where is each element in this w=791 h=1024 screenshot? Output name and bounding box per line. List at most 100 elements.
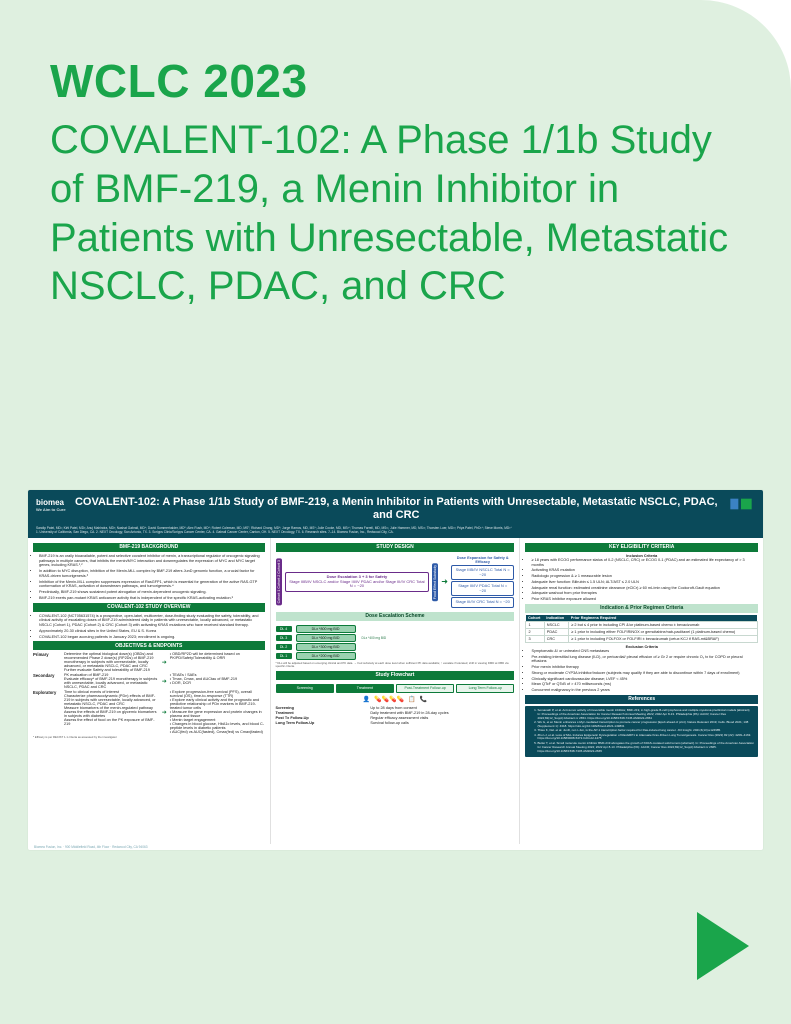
dose-level-row: DL 1 DLx *200 mg BID bbox=[276, 652, 515, 660]
tbl-cell: 3 bbox=[526, 635, 544, 642]
poster-col-right: KEY ELIGIBILITY CRITERIA Inclusion Crite… bbox=[520, 538, 763, 844]
bg-bullet: BMF-219 exerts pan-mutant KRAS anticance… bbox=[39, 596, 265, 601]
obj-text: AUC(fed) vs AUC(fasted), Cmax(fed) vs Cm… bbox=[172, 730, 263, 734]
elig-bullet: Pre-existing interstitial lung disease (… bbox=[531, 655, 758, 664]
elig-bullet: Activating KRAS mutation bbox=[531, 568, 758, 573]
elig-bullet: Radiologic progression & ≥ 1 measurable … bbox=[531, 574, 758, 579]
dl-pill: DLx *200 mg BID bbox=[296, 652, 356, 660]
fc-label: Screening bbox=[276, 706, 367, 710]
sec-study-design: STUDY DESIGN bbox=[276, 543, 515, 552]
obj-label: Exploratory bbox=[33, 690, 61, 695]
elig-bullet: Symptomatic &/ or untreated CNS metastas… bbox=[531, 649, 758, 654]
obj-primary: Primary Determine the optimal biological… bbox=[33, 652, 265, 672]
dose-scheme: DL 4 DLx *800 mg BID DL 3 DLx *600 mg BI… bbox=[276, 625, 515, 669]
obj-text: Characterize pharmacodynamic (PDn) effec… bbox=[64, 694, 156, 706]
obj-secondary-right: • TEAEs / SAEs • Tmax, Cmax, and AUCtau … bbox=[170, 673, 265, 685]
dl-sub: DLx *400 mg BID bbox=[362, 636, 387, 640]
fc-text: Up to 28 days from consent bbox=[370, 706, 518, 710]
poster-authors: Sandip Patel, MD¹; Kirti Patel, MD²; Anu… bbox=[28, 525, 763, 538]
sec-references: References bbox=[525, 695, 758, 704]
bg-bullet: Preclinically, BMF-219 shows sustained p… bbox=[39, 590, 265, 595]
expansion-box: Stage III/IV CRC Total N = ~20 bbox=[451, 597, 514, 608]
elig-bullet: Concurrent malignancy in the previous 2 … bbox=[531, 688, 758, 693]
cohort-side-label: Cohort 1 Cohort 2 Cohort 3 bbox=[276, 558, 282, 605]
study-flowchart: Screening Treatment Post-Treatment Follo… bbox=[276, 684, 515, 725]
person-icon: 👤 bbox=[363, 696, 370, 703]
fc-chip: Long Term Follow-up bbox=[456, 684, 514, 693]
obj-text: Explore early clinical activity and the … bbox=[170, 698, 259, 710]
indication-table: Cohort Indication Prior Regimens Require… bbox=[525, 615, 758, 643]
obj-text: DOR, DCR bbox=[172, 681, 191, 685]
elig-bullet: Prior KRAS inhibitor exposure allowed bbox=[531, 597, 758, 602]
fc-text: Regular efficacy assessment visits bbox=[370, 716, 518, 720]
sec-background: BMF-219 BACKGROUND bbox=[33, 543, 265, 552]
fc-chip: Post-Treatment Follow-up bbox=[396, 684, 454, 693]
obj-text: Assess the effect of food on the PK expo… bbox=[64, 718, 154, 726]
ov-bullet: COVALENT-102 began accruing patients in … bbox=[39, 635, 265, 640]
table-row: 3 CRC ≥ 1 prior tx including FOLFOX or F… bbox=[526, 635, 758, 642]
poster-title: COVALENT-102: A Phase 1/1b Study of BMF-… bbox=[72, 496, 721, 521]
logo-text: biomea bbox=[36, 498, 64, 507]
elig-bullet: Adequate washout from prior therapies bbox=[531, 591, 758, 596]
sec-eligibility: KEY ELIGIBILITY CRITERIA bbox=[525, 543, 758, 552]
pill-icon: 💊💊💊💊 bbox=[374, 696, 404, 703]
table-row: 1 NSCLC ≥ 2 but ≤ 4 prior tx including C… bbox=[526, 621, 758, 628]
arrow-icon: ➜ bbox=[162, 678, 167, 685]
poster-col-mid: STUDY DESIGN Cohort 1 Cohort 2 Cohort 3 … bbox=[271, 538, 521, 844]
flowchart-grid: Screening Up to 28 days from consent Tre… bbox=[276, 706, 515, 725]
inclusion-list: ≥ 18 years with ECOG performance status … bbox=[525, 558, 758, 602]
dl-pill: DLx *600 mg BID bbox=[296, 634, 356, 642]
overview-bullets: COVALENT-102 (NCT05631574) is a prospect… bbox=[33, 614, 265, 640]
flowchart-chips: Screening Treatment Post-Treatment Follo… bbox=[276, 684, 515, 693]
sec-dose-scheme: Dose Escalation Scheme bbox=[276, 612, 515, 621]
ov-bullet: Approximately 20-30 clinical sites in th… bbox=[39, 629, 265, 634]
fc-label: Treatment bbox=[276, 711, 367, 715]
obj-text: Explore progression-free survival (PFS),… bbox=[170, 690, 252, 698]
obj-exploratory-right: • Explore progression-free survival (PFS… bbox=[170, 690, 265, 734]
ov-bullet: COVALENT-102 (NCT05631574) is a prospect… bbox=[39, 614, 265, 628]
table-row: 2 PDAC ≥ 1 prior tx including either FOL… bbox=[526, 628, 758, 635]
obj-exploratory: Exploratory Time to clinical events of i… bbox=[33, 690, 265, 734]
obj-text: Further evaluate Safety and tolerability… bbox=[64, 668, 150, 672]
fc-text: Daily treatment with BMF-219 in 28-day c… bbox=[370, 711, 518, 715]
obj-label: Secondary bbox=[33, 673, 61, 678]
tbl-cell: 2 bbox=[526, 628, 544, 635]
box-body: Stage IIIB/IV NSCLC and/or Stage III/IV … bbox=[289, 579, 424, 589]
bg-bullet: In addition to MYC disruption, inhibitio… bbox=[39, 569, 265, 578]
references-block: Somanath P, et al. Anti-tumor activity o… bbox=[525, 706, 758, 757]
study-design-flow: Cohort 1 Cohort 2 Cohort 3 Dose Escalati… bbox=[276, 556, 515, 608]
dl-label: DL 2 bbox=[276, 644, 292, 650]
ref-item: Somanath P, et al. Anti-tumor activity o… bbox=[537, 709, 754, 721]
obj-secondary-left: PK evaluation of BMF-219 Evaluate effica… bbox=[64, 673, 159, 689]
sec-indication: Indication & Prior Regimen Criteria bbox=[525, 604, 758, 613]
tbl-cell: ≥ 2 but ≤ 4 prior tx including CPI &/or … bbox=[569, 621, 758, 628]
obj-primary-left: Determine the optimal biological dose(s)… bbox=[64, 652, 159, 672]
bg-bullet: Inhibition of the Menin-MLL complex supp… bbox=[39, 580, 265, 589]
poster-col-left: BMF-219 BACKGROUND BMF-219 is an orally … bbox=[28, 538, 271, 844]
dose-level-row: DL 3 DLx *600 mg BID DLx *400 mg BID bbox=[276, 634, 515, 642]
logo-tagline: We Aim to Cure bbox=[36, 507, 66, 512]
food-effect-label: Food Effect Substudy bbox=[432, 563, 438, 601]
background-bullets: BMF-219 is an orally bioavailable, poten… bbox=[33, 554, 265, 601]
expansion-box: Stage III/IV PDAC Total N = ~20 bbox=[451, 581, 514, 596]
dl-label: DL 1 bbox=[276, 653, 292, 659]
exclusion-list: Symptomatic &/ or untreated CNS metastas… bbox=[525, 649, 758, 693]
sec-overview: COVALENT-102 STUDY OVERVIEW bbox=[33, 603, 265, 612]
dl-pill: DLx *800 mg BID bbox=[296, 625, 356, 633]
obj-exploratory-left: Time to clinical events of interest Char… bbox=[64, 690, 159, 726]
poster-thumbnail[interactable]: biomea We Aim to Cure COVALENT-102: A Ph… bbox=[28, 490, 763, 850]
poster-body: BMF-219 BACKGROUND BMF-219 is an orally … bbox=[28, 538, 763, 844]
dl-label: DL 3 bbox=[276, 635, 292, 641]
poster-header: biomea We Aim to Cure COVALENT-102: A Ph… bbox=[28, 490, 763, 525]
dose-note: * DLs will be adjusted based on emerging… bbox=[276, 662, 515, 669]
elig-bullet: ≥ 18 years with ECOG performance status … bbox=[531, 558, 758, 567]
tbl-cell: CRC bbox=[544, 635, 568, 642]
obj-label: Primary bbox=[33, 652, 61, 657]
flowchart-icons: 👤 💊💊💊💊 📋 📞 bbox=[276, 696, 515, 703]
tbl-cell: ≥ 1 prior tx including FOLFOX or FOLFIRI… bbox=[569, 635, 758, 642]
elig-bullet: Prior menin inhibitor therapy bbox=[531, 665, 758, 670]
obj-text: Evaluate efficacy* of BMF-219 monotherap… bbox=[64, 677, 157, 689]
play-button[interactable] bbox=[697, 912, 749, 980]
fc-label: Long Term Follow-Up bbox=[276, 721, 367, 725]
fc-chip: Treatment bbox=[336, 684, 394, 693]
